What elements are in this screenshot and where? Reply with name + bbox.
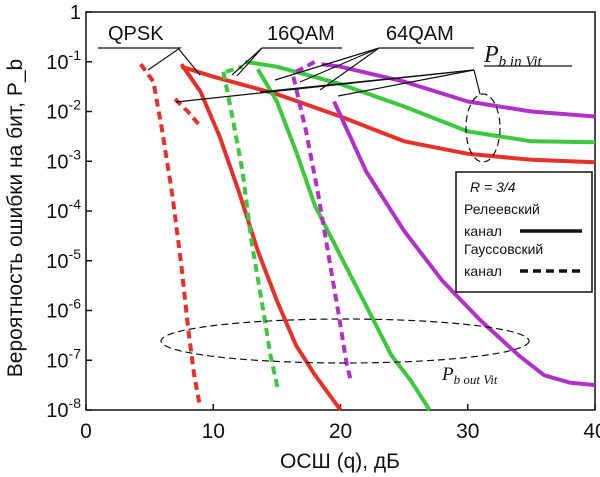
axis-ticks: 0 10 20 30 40 1 10-1 10-2 10-3 10-4 10-5 10-6 10-7 10… bbox=[46, 2, 600, 443]
leader-line bbox=[98, 47, 182, 71]
legend-solid-label-1: Релеевский bbox=[464, 201, 540, 217]
legend-solid-label-2: канал bbox=[464, 223, 502, 239]
x-tick-label: 20 bbox=[329, 420, 352, 443]
ellipse-pb-in-vit bbox=[465, 93, 501, 163]
curve-16qam-rayleigh-5 bbox=[256, 68, 432, 412]
x-tick-label: 30 bbox=[456, 420, 479, 443]
label-leader-lines bbox=[98, 47, 572, 103]
curve-qpsk-gauss-2 bbox=[173, 97, 203, 128]
label-16qam: 16QAM bbox=[267, 23, 335, 45]
label-qpsk: QPSK bbox=[108, 23, 164, 45]
y-tick-label: 10-5 bbox=[46, 246, 81, 273]
y-tick-label: 10-8 bbox=[46, 395, 81, 422]
x-tick-label: 40 bbox=[583, 420, 600, 443]
curve-16qam-rayleigh-4 bbox=[244, 59, 596, 145]
leader-line bbox=[177, 47, 201, 76]
leader-line bbox=[337, 69, 475, 97]
annotation-pb-in-vit: Pb in Vit bbox=[483, 42, 543, 70]
curve-qpsk-rayleigh-0 bbox=[180, 64, 596, 165]
curve-64qam-rayleigh-9 bbox=[332, 100, 596, 388]
curve-qpsk-rayleigh-1 bbox=[179, 63, 343, 412]
legend-dashed-label-1: Гауссовский bbox=[464, 241, 543, 257]
leader-line bbox=[231, 47, 263, 76]
x-tick-label: 10 bbox=[202, 420, 225, 443]
leader-line bbox=[299, 47, 380, 83]
x-axis-title: ОСШ (q), дБ bbox=[280, 450, 400, 473]
y-tick-label: 10-3 bbox=[46, 146, 81, 173]
curve-64qam-gauss-11 bbox=[291, 76, 353, 381]
legend-rate: R = 3/4 bbox=[470, 179, 516, 195]
leader-line bbox=[259, 69, 475, 93]
y-tick-label: 10-4 bbox=[46, 196, 81, 223]
curve-qpsk-gauss-3 bbox=[139, 63, 202, 403]
curve-64qam-gauss-10 bbox=[295, 60, 317, 74]
y-tick-label: 10-1 bbox=[46, 47, 81, 74]
ellipse-pb-out-vit bbox=[160, 318, 530, 364]
vit-ellipses bbox=[160, 93, 530, 364]
y-tick-label: 1 bbox=[70, 2, 81, 24]
x-tick-label: 0 bbox=[80, 420, 92, 443]
legend: R = 3/4 Релеевский канал Гауссовский кан… bbox=[455, 171, 593, 293]
leader-line bbox=[319, 47, 380, 91]
leader-line bbox=[473, 69, 481, 95]
label-64qam: 64QAM bbox=[386, 23, 454, 45]
curves bbox=[139, 59, 596, 412]
y-tick-label: 10-6 bbox=[46, 296, 81, 323]
legend-dashed-label-2: канал bbox=[464, 263, 502, 279]
annotation-pb-out-vit: Pb out Vit bbox=[441, 364, 498, 387]
y-tick-label: 10-7 bbox=[46, 345, 81, 372]
y-axis-title: Вероятность ошибки на бит, P_b bbox=[4, 59, 27, 377]
curve-16qam-gauss-7 bbox=[221, 71, 281, 391]
leader-line bbox=[274, 47, 380, 81]
y-tick-label: 10-2 bbox=[46, 97, 81, 124]
leader-line bbox=[236, 47, 263, 77]
